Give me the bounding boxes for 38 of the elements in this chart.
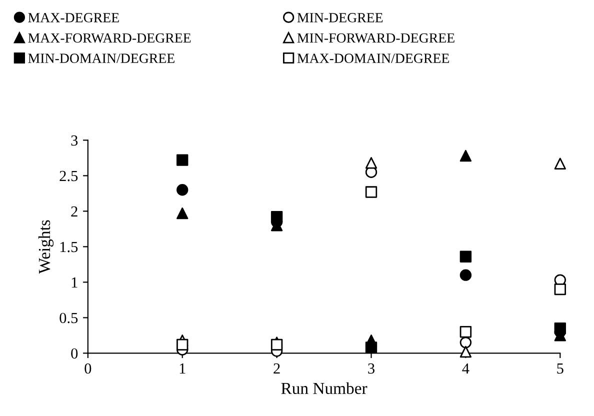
legend-label: MAX-FORWARD-DEGREE [28, 33, 191, 43]
point [460, 150, 472, 162]
y-tick-label: 3 [71, 135, 78, 146]
point [554, 158, 566, 170]
point [270, 211, 283, 223]
point [365, 157, 378, 169]
point [460, 269, 472, 281]
legend-label: MAX-DOMAIN/DEGREE [297, 54, 449, 63]
point [365, 342, 378, 354]
point [460, 326, 472, 338]
point [460, 250, 472, 262]
x-axis-title: Run Number [281, 382, 368, 394]
y-tick-label: 1 [72, 277, 78, 288]
y-tick-label: 2 [71, 206, 78, 216]
point [554, 283, 566, 296]
x-tick-label: 2 [274, 363, 280, 374]
x-tick-label: 1 [180, 363, 186, 374]
point [554, 322, 566, 334]
legend-label: MIN-DOMAIN/DEGREE [28, 54, 174, 63]
legend-label: MIN-DEGREE [297, 13, 383, 22]
x-tick-label: 5 [557, 364, 564, 374]
point [176, 154, 188, 166]
y-axis-title: Weights [38, 220, 54, 274]
point [176, 207, 188, 220]
x-tick-label: 0 [84, 363, 92, 374]
point [176, 184, 188, 196]
legend-label: MAX-DEGREE [28, 13, 119, 22]
x-tick-label: 4 [462, 363, 470, 374]
y-tick-label: 0.5 [60, 312, 78, 324]
point [460, 346, 472, 358]
y-tick-label: 2.5 [60, 170, 78, 182]
legend-label: MIN-FORWARD-DEGREE [297, 33, 454, 43]
x-tick-label: 3 [368, 363, 374, 374]
point [270, 338, 283, 351]
y-tick-label: 0 [71, 348, 78, 359]
y-tick-label: 1.5 [60, 242, 78, 252]
point [176, 338, 188, 351]
point [365, 186, 378, 198]
